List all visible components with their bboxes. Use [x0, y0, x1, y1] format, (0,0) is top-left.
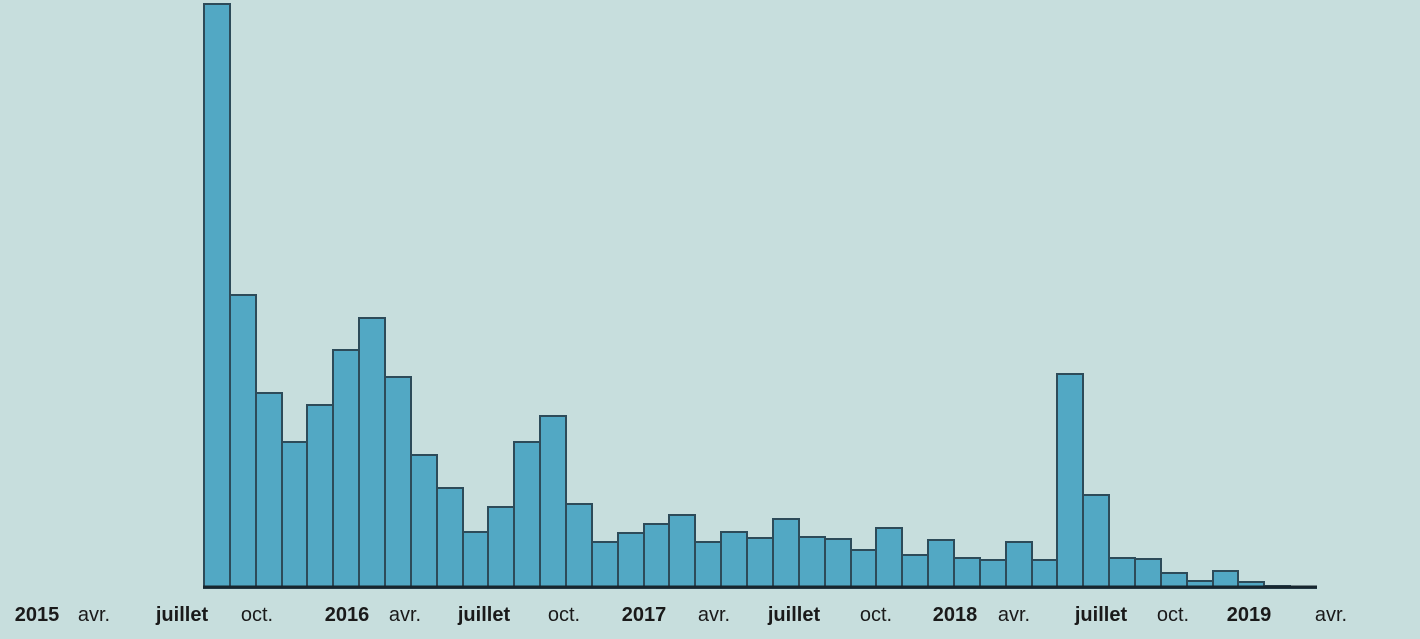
bar — [591, 541, 619, 589]
x-axis-labels-group: 2015 avr. juillet oct. 2016 avr. juillet oct. 20… — [15, 604, 1347, 626]
bar — [850, 549, 877, 589]
bar — [798, 536, 826, 589]
bar — [1031, 559, 1058, 589]
x-axis-tick-label: avr. — [389, 604, 421, 626]
bar — [281, 441, 308, 589]
bar — [255, 392, 283, 589]
x-axis-tick-label: avr. — [1315, 604, 1347, 626]
bar — [953, 557, 981, 589]
bar — [513, 441, 541, 589]
bars-group — [203, 3, 1317, 589]
x-axis-tick-label: juillet — [155, 604, 209, 626]
x-axis-tick-label: avr. — [78, 604, 110, 626]
x-axis-tick-label: 2019 — [1227, 604, 1272, 626]
x-axis-tick-label: oct. — [241, 604, 273, 626]
x-axis-tick-label: oct. — [1157, 604, 1189, 626]
bar — [565, 503, 593, 589]
x-axis-tick-label: juillet — [457, 604, 511, 626]
bar — [410, 454, 438, 589]
x-axis-tick-label: 2016 — [325, 604, 370, 626]
x-axis-tick-label: juillet — [1074, 604, 1128, 626]
bar — [384, 376, 412, 589]
x-axis-tick-label: 2018 — [933, 604, 978, 626]
bar — [539, 415, 567, 589]
bar — [979, 559, 1007, 589]
bar — [772, 518, 800, 589]
bar — [462, 531, 489, 589]
bar — [875, 527, 903, 589]
bar — [1212, 570, 1239, 589]
bar — [643, 523, 670, 589]
bar — [436, 487, 464, 589]
x-axis-tick-label: avr. — [998, 604, 1030, 626]
x-axis-tick-label: oct. — [548, 604, 580, 626]
bar — [746, 537, 774, 589]
bar — [358, 317, 386, 589]
bar — [901, 554, 929, 589]
bar — [332, 349, 360, 589]
bar — [203, 3, 231, 589]
bar — [824, 538, 852, 589]
bar — [668, 514, 696, 589]
bar — [306, 404, 334, 589]
bar — [927, 539, 955, 589]
x-axis-tick-label: 2015 — [15, 604, 60, 626]
bar — [1082, 494, 1110, 589]
bar — [1108, 557, 1136, 589]
bar — [229, 294, 257, 589]
bar — [1005, 541, 1033, 589]
bar — [617, 532, 645, 589]
bar — [720, 531, 748, 589]
x-axis-tick-label: avr. — [698, 604, 730, 626]
x-axis-tick-label: juillet — [767, 604, 821, 626]
bar — [1056, 373, 1084, 589]
bar — [694, 541, 722, 589]
x-axis-tick-label: 2017 — [622, 604, 667, 626]
bar — [1134, 558, 1162, 589]
bar — [487, 506, 515, 589]
x-axis-tick-label: oct. — [860, 604, 892, 626]
